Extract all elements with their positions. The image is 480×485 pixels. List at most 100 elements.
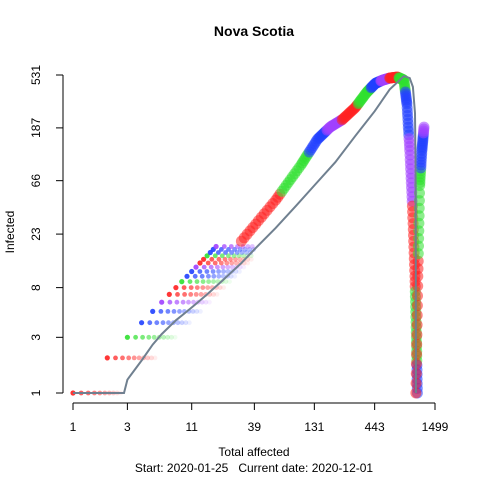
data-point xyxy=(232,273,238,279)
y-tick-label: 3 xyxy=(29,334,43,341)
data-point xyxy=(189,268,195,275)
data-point xyxy=(165,334,171,340)
data-point xyxy=(154,320,160,326)
data-point xyxy=(161,334,167,340)
data-point xyxy=(187,279,193,284)
data-point xyxy=(241,264,247,270)
data-point xyxy=(223,250,228,255)
data-point xyxy=(175,320,181,326)
data-point xyxy=(225,264,231,270)
axes: 1 3 11 39 131 443 1499 1 3 8 23 66 187 531 xyxy=(29,65,449,434)
data-point xyxy=(194,285,200,290)
data-point xyxy=(208,264,214,270)
data-point xyxy=(181,285,187,290)
data-point xyxy=(248,256,254,262)
data-point xyxy=(160,320,166,326)
data-point xyxy=(188,292,194,297)
track-point xyxy=(411,329,423,341)
chart-title: Nova Scotia xyxy=(214,23,294,39)
data-point xyxy=(226,253,231,259)
track-point xyxy=(411,300,423,311)
data-point xyxy=(169,334,174,340)
data-point xyxy=(244,250,249,255)
data-point xyxy=(149,355,154,361)
track-point xyxy=(412,290,423,302)
y-tick-label: 1 xyxy=(29,389,43,396)
data-point xyxy=(211,292,216,297)
x-tick-label: 1 xyxy=(70,420,77,434)
data-point xyxy=(147,320,153,326)
data-point xyxy=(216,256,222,262)
data-point xyxy=(212,253,218,259)
data-point xyxy=(188,285,194,290)
data-point xyxy=(200,285,206,290)
data-point xyxy=(239,250,245,255)
data-point xyxy=(249,244,255,249)
data-point xyxy=(158,309,164,314)
data-point xyxy=(186,320,192,326)
data-point xyxy=(152,355,158,361)
track-point xyxy=(411,319,423,331)
data-point xyxy=(198,309,203,314)
data-point xyxy=(194,279,200,284)
data-point xyxy=(228,273,234,279)
x-tick-label: 3 xyxy=(124,420,131,434)
y-tick-label: 187 xyxy=(29,118,43,138)
data-point xyxy=(242,247,248,252)
data-point xyxy=(192,273,198,279)
data-point xyxy=(227,279,232,284)
y-tick-label: 531 xyxy=(29,65,43,85)
data-point xyxy=(166,320,171,326)
data-point xyxy=(145,355,151,361)
y-tick-label: 8 xyxy=(29,284,43,291)
data-point xyxy=(203,299,209,305)
current-date: 2020-12-01 xyxy=(312,461,374,475)
start-label: Start: xyxy=(135,461,164,475)
data-point xyxy=(236,253,242,259)
data-point xyxy=(140,334,146,340)
data-point xyxy=(184,273,190,279)
y-tick-label: 23 xyxy=(29,227,43,241)
plot-area xyxy=(70,71,430,399)
data-point xyxy=(120,355,125,361)
x-axis-title: Total affected xyxy=(218,445,289,459)
data-point xyxy=(225,269,231,274)
data-point xyxy=(216,273,222,279)
data-point xyxy=(206,279,212,284)
track-point xyxy=(411,309,423,321)
data-point xyxy=(228,244,234,249)
y-axis-title: Infected xyxy=(3,211,17,254)
data-point xyxy=(205,260,211,266)
data-point xyxy=(222,256,228,262)
data-point xyxy=(209,256,215,262)
data-point xyxy=(205,285,211,290)
data-point xyxy=(245,260,251,266)
data-point xyxy=(220,264,226,270)
x-tick-label: 39 xyxy=(248,420,262,434)
data-point xyxy=(146,334,152,340)
data-point xyxy=(215,264,220,270)
data-point xyxy=(197,260,203,266)
data-point xyxy=(204,269,210,274)
data-point xyxy=(175,292,180,297)
data-point xyxy=(210,269,216,274)
data-point xyxy=(180,299,186,305)
data-point xyxy=(194,309,200,314)
data-point xyxy=(219,247,224,252)
data-point xyxy=(224,260,230,266)
data-point xyxy=(214,292,220,297)
start-date: 2020-01-25 xyxy=(167,461,229,475)
data-point xyxy=(219,253,225,259)
data-point xyxy=(216,250,221,255)
track-point xyxy=(418,121,430,133)
data-point xyxy=(166,291,172,297)
data-point xyxy=(240,253,246,259)
data-point xyxy=(223,279,229,284)
data-point xyxy=(190,309,196,314)
data-point xyxy=(165,309,171,314)
data-point xyxy=(113,355,118,361)
data-point xyxy=(217,285,223,290)
data-point xyxy=(139,320,145,326)
